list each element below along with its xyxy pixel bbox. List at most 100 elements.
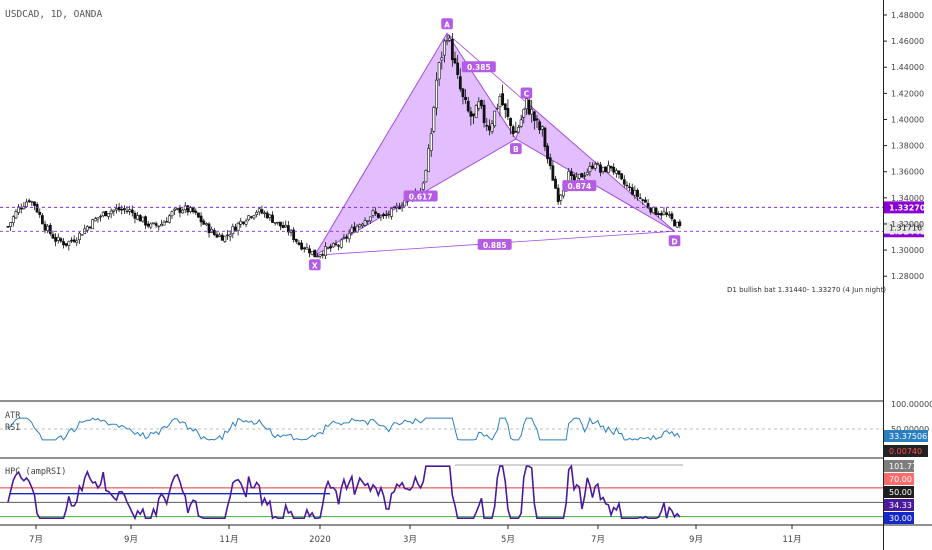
candle-body bbox=[599, 164, 602, 173]
candle-body bbox=[265, 212, 269, 219]
candle-body bbox=[427, 148, 430, 173]
candle-body bbox=[308, 248, 311, 254]
candle-body bbox=[519, 119, 523, 127]
candle-body bbox=[543, 127, 547, 148]
pattern-point-d-bg bbox=[668, 235, 681, 247]
candle-body bbox=[321, 254, 325, 256]
candle-body bbox=[136, 215, 140, 220]
candle-body bbox=[469, 111, 473, 117]
candle-body bbox=[487, 125, 491, 131]
hpc-pane-label: HPC (ampRSI) bbox=[5, 467, 66, 477]
time-tick-label: 3月 bbox=[403, 535, 417, 545]
candle-body bbox=[398, 206, 401, 210]
price-tick-label: 1.44000 bbox=[891, 63, 924, 72]
candle-body bbox=[294, 238, 298, 242]
candle-body bbox=[257, 208, 261, 213]
candle-body bbox=[88, 226, 92, 229]
pattern-point-x: X bbox=[312, 261, 318, 270]
candle-body bbox=[120, 209, 124, 211]
candle-body bbox=[40, 215, 44, 225]
candle-body bbox=[25, 201, 28, 207]
candle-body bbox=[458, 76, 462, 90]
candle-body bbox=[170, 211, 174, 217]
candle-body bbox=[85, 226, 89, 231]
rsi-value-label: 33.37506 bbox=[889, 432, 927, 441]
candle-body bbox=[511, 126, 515, 134]
candle-body bbox=[189, 207, 192, 212]
pattern-point-c: C bbox=[524, 90, 530, 99]
candle-body bbox=[54, 237, 58, 242]
hpc-level-tag bbox=[884, 499, 914, 511]
candle-body bbox=[596, 163, 600, 165]
candle-body bbox=[175, 208, 179, 210]
candle-body bbox=[93, 218, 97, 222]
candle-body bbox=[318, 254, 322, 257]
candle-body bbox=[231, 226, 235, 234]
pattern-point-a: A bbox=[444, 20, 450, 29]
candle-body bbox=[673, 219, 676, 227]
candle-body bbox=[339, 239, 343, 248]
candle-body bbox=[160, 224, 163, 227]
atr-value-label: 0.00740 bbox=[889, 447, 922, 456]
pattern-ratio-1-bg bbox=[477, 238, 512, 250]
candle-body bbox=[522, 109, 526, 118]
candle-body bbox=[144, 216, 147, 226]
candle-body bbox=[429, 133, 433, 151]
candle-body bbox=[382, 213, 385, 217]
candle-body bbox=[48, 224, 52, 234]
candle-body bbox=[612, 166, 616, 173]
hpc-level-tag bbox=[884, 473, 914, 485]
candle-body bbox=[546, 145, 549, 160]
candle-body bbox=[620, 173, 624, 180]
candle-body bbox=[437, 62, 441, 80]
candle-body bbox=[585, 171, 589, 175]
price-tick-label: 1.30000 bbox=[891, 246, 924, 255]
candle-body bbox=[350, 227, 354, 233]
candle-body bbox=[239, 220, 243, 225]
candle-body bbox=[35, 204, 39, 213]
candle-body bbox=[649, 207, 653, 213]
candle-body bbox=[30, 201, 34, 203]
candle-body bbox=[659, 213, 663, 216]
candle-body bbox=[199, 215, 203, 223]
candle-body bbox=[234, 226, 237, 231]
candle-body bbox=[117, 206, 121, 211]
candle-body bbox=[379, 215, 383, 218]
candle-body bbox=[125, 210, 129, 213]
candle-body bbox=[517, 127, 520, 133]
price-tick-label: 1.38000 bbox=[891, 142, 924, 151]
candle-body bbox=[559, 194, 563, 201]
hpc-level-tag bbox=[884, 486, 914, 498]
candle-body bbox=[548, 157, 552, 166]
candle-body bbox=[223, 235, 227, 242]
candle-body bbox=[263, 212, 266, 215]
candle-body bbox=[363, 220, 367, 226]
candle-body bbox=[525, 98, 528, 110]
pattern-ratio-2: 0.874 bbox=[567, 182, 591, 191]
candle-body bbox=[130, 209, 134, 214]
candle-body bbox=[72, 239, 76, 242]
candle-body bbox=[509, 117, 512, 126]
pattern-labels: X A B C D 0.385 0.885 0.874 0.617 bbox=[309, 18, 681, 271]
candle-body bbox=[112, 209, 116, 212]
pattern-point-b: B bbox=[513, 145, 519, 154]
candle-body bbox=[33, 201, 36, 206]
candle-body bbox=[173, 208, 177, 211]
candle-body bbox=[662, 211, 666, 215]
hpc-level-label: 34.33 bbox=[889, 501, 912, 510]
time-tick-label: 7月 bbox=[591, 535, 605, 545]
candle-body bbox=[228, 234, 232, 237]
candle-body bbox=[384, 214, 388, 217]
candle-body bbox=[141, 216, 145, 222]
candle-body bbox=[255, 212, 259, 215]
last-price-label: 1.31716 bbox=[889, 224, 922, 233]
candle-body bbox=[665, 212, 669, 215]
candle-body bbox=[14, 211, 18, 219]
candle-body bbox=[279, 221, 282, 227]
last-price-tag bbox=[884, 221, 924, 234]
candle-body bbox=[302, 247, 306, 250]
candle-body bbox=[347, 232, 351, 240]
pattern-ratio-0: 0.385 bbox=[467, 63, 491, 72]
